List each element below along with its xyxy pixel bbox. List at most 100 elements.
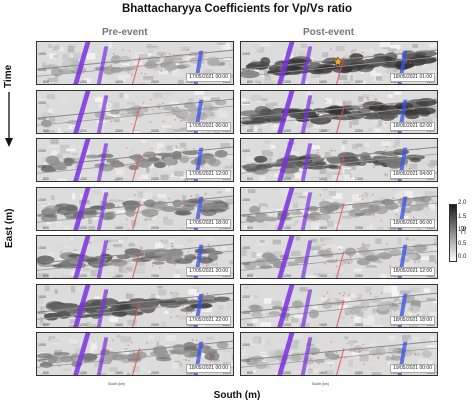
texture-cell	[299, 286, 308, 292]
xlabel: South (m)	[213, 390, 261, 401]
texture-cell	[58, 139, 70, 143]
texture-cell	[265, 312, 272, 316]
bc-anomaly	[256, 110, 277, 119]
red-point	[373, 214, 375, 217]
purple-fault	[96, 46, 109, 84]
texture-cell	[53, 243, 61, 247]
texture-cell	[108, 42, 113, 49]
red-point	[170, 297, 172, 300]
texture-cell	[290, 334, 302, 338]
texture-cell	[255, 353, 266, 356]
texture-cell	[68, 167, 78, 171]
time-arrow-icon	[5, 92, 13, 147]
x-tick-label: 2000	[151, 274, 159, 278]
texture-cell	[436, 155, 437, 159]
red-point	[323, 294, 325, 297]
track-line	[37, 105, 233, 126]
texture-cell	[38, 360, 43, 366]
post-event-panel: 1000 3000 800 1200 1600 2000 2400 2800 18/05/202…	[240, 186, 438, 231]
x-tick-label: 2400	[187, 274, 195, 278]
red-point	[367, 98, 370, 100]
texture-cell	[328, 243, 337, 251]
texture-cell	[165, 335, 176, 342]
y-tick-label: 1000	[242, 149, 250, 153]
texture-cell	[122, 228, 127, 230]
texture-cell	[257, 46, 265, 53]
texture-cell	[222, 349, 232, 352]
red-point	[407, 296, 409, 298]
texture-cell	[330, 131, 340, 133]
texture-cell	[340, 370, 350, 374]
red-point	[171, 245, 174, 248]
red-point	[115, 120, 118, 122]
red-point	[185, 359, 187, 362]
texture-cell	[166, 305, 176, 312]
track-line	[37, 340, 233, 361]
timestamp-label: 17/05/2021 20:00	[186, 267, 231, 276]
texture-cell	[313, 124, 320, 128]
red-point	[206, 292, 209, 294]
y-tick-label: 3000	[242, 262, 250, 266]
bc-anomaly	[155, 345, 167, 354]
texture-cell	[381, 141, 391, 146]
texture-cell	[118, 239, 124, 243]
texture-cell	[418, 206, 429, 214]
texture-cell	[314, 353, 324, 358]
texture-cell	[113, 179, 119, 181]
red-point	[391, 196, 394, 199]
texture-cell	[372, 324, 383, 327]
y-tick-label: 1000	[38, 197, 46, 202]
texture-cell	[194, 90, 205, 95]
texture-cell	[253, 43, 261, 50]
texture-cell	[60, 149, 71, 154]
x-tick-label: 2800	[223, 128, 231, 133]
texture-cell	[293, 202, 298, 208]
texture-cell	[364, 223, 371, 227]
texture-cell	[209, 261, 217, 265]
texture-cell	[412, 43, 418, 48]
red-point	[144, 73, 147, 75]
red-point	[330, 341, 333, 344]
red-point	[393, 309, 396, 311]
purple-fault	[96, 240, 109, 278]
texture-cell	[296, 208, 301, 214]
texture-cell	[126, 293, 134, 300]
texture-cell	[174, 170, 184, 177]
pre-event-panel: 1000 3000 800 1200 1600 2000 2400 2800 17/05/202…	[36, 283, 234, 328]
texture-cell	[37, 297, 44, 304]
texture-cell	[347, 374, 356, 375]
red-point	[110, 120, 113, 122]
texture-cell	[293, 50, 302, 53]
texture-cell	[373, 261, 378, 266]
texture-cell	[291, 316, 299, 323]
panel-map	[241, 236, 437, 278]
red-point	[335, 265, 338, 268]
x-tick-label: 1600	[319, 322, 327, 327]
texture-cell	[390, 188, 397, 192]
red-point	[107, 248, 110, 251]
x-tick-label: 1200	[283, 371, 291, 375]
red-point	[324, 262, 326, 265]
bc-anomaly	[204, 353, 216, 361]
texture-cell	[340, 100, 352, 108]
texture-cell	[272, 239, 282, 245]
bc-anomaly	[421, 350, 432, 358]
red-point	[141, 162, 143, 165]
track-line	[37, 250, 233, 271]
texture-cell	[108, 113, 117, 117]
texture-cell	[178, 79, 184, 84]
texture-cell	[68, 57, 79, 63]
texture-cell	[127, 101, 136, 105]
texture-cell	[58, 257, 65, 261]
bc-anomaly	[81, 113, 94, 120]
texture-cell	[280, 298, 284, 306]
texture-cell	[380, 274, 387, 278]
texture-cell	[309, 100, 314, 104]
red-point	[188, 355, 191, 357]
bc-anomaly	[376, 301, 390, 311]
texture-cell	[290, 195, 299, 203]
bc-anomaly	[253, 155, 268, 163]
texture-cell	[359, 347, 369, 352]
texture-cell	[114, 244, 123, 248]
texture-cell	[307, 370, 313, 374]
